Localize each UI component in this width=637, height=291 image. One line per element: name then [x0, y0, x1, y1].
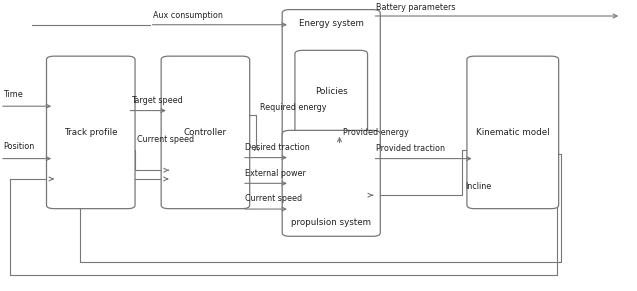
Text: Provided energy: Provided energy [343, 128, 408, 137]
FancyBboxPatch shape [467, 56, 559, 209]
Text: Track profile: Track profile [64, 128, 117, 137]
FancyBboxPatch shape [282, 130, 380, 236]
Text: Current speed: Current speed [245, 194, 303, 203]
Text: Energy system: Energy system [299, 19, 364, 28]
Text: Policies: Policies [315, 87, 348, 96]
Text: Target speed: Target speed [131, 96, 182, 105]
Text: Time: Time [3, 90, 23, 99]
Text: Desired traction: Desired traction [245, 143, 310, 152]
Text: Controller: Controller [184, 128, 227, 137]
FancyBboxPatch shape [161, 56, 250, 209]
Text: Battery parameters: Battery parameters [376, 3, 455, 12]
Text: External power: External power [245, 168, 306, 178]
FancyBboxPatch shape [47, 56, 135, 209]
Text: Incline: Incline [465, 182, 491, 191]
FancyBboxPatch shape [282, 10, 380, 149]
Text: Position: Position [3, 142, 34, 151]
Text: Provided traction: Provided traction [376, 144, 445, 153]
FancyBboxPatch shape [295, 50, 368, 133]
Text: Aux consumption: Aux consumption [153, 11, 223, 20]
Text: Kinematic model: Kinematic model [476, 128, 550, 137]
Text: propulsion system: propulsion system [291, 218, 371, 227]
Text: Current speed: Current speed [137, 135, 194, 144]
Text: Required energy: Required energy [260, 103, 326, 112]
